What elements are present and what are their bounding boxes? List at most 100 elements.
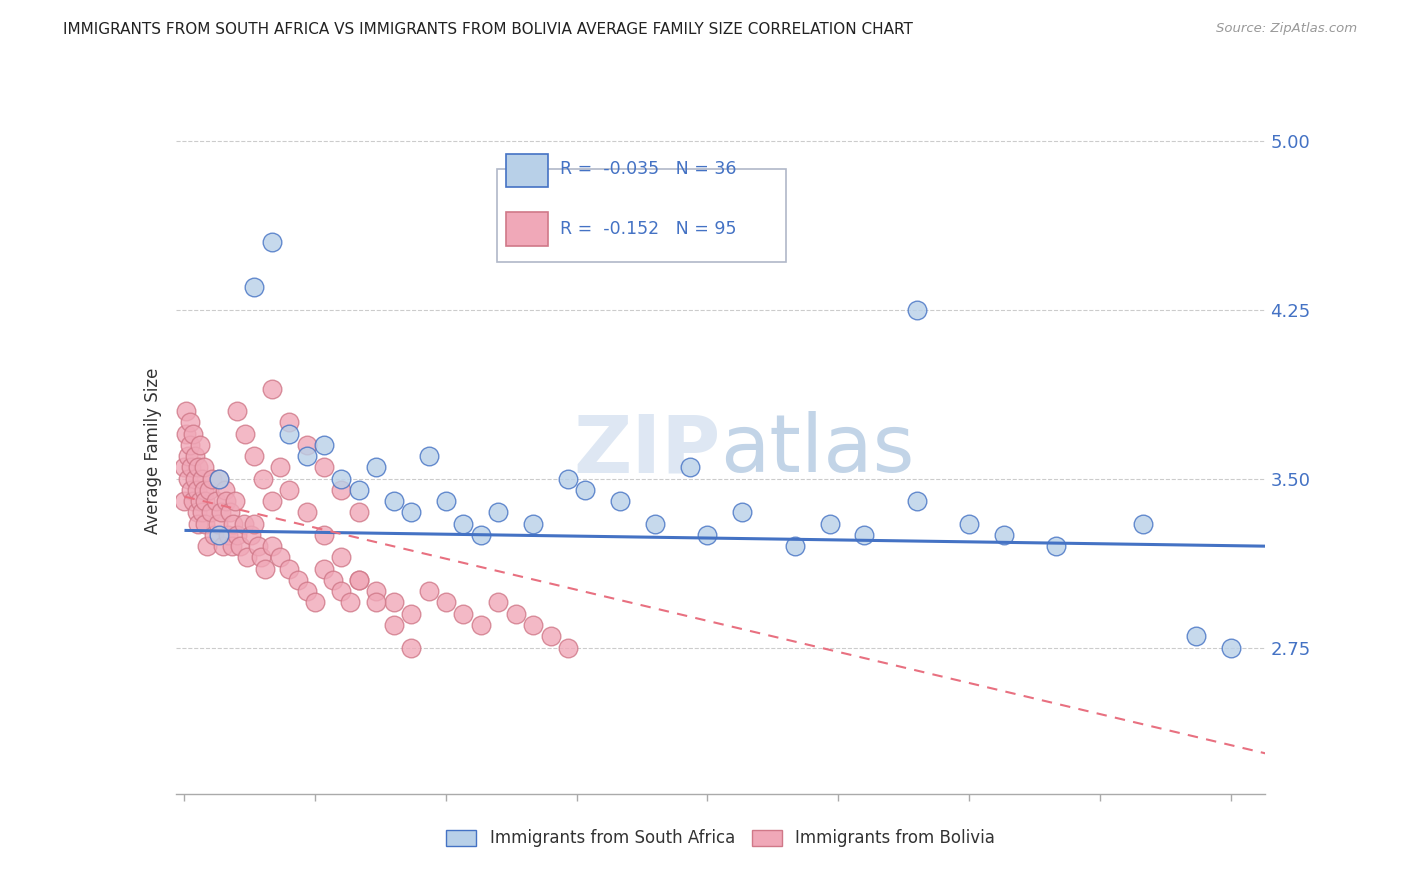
- Point: [399, 505, 422, 519]
- Point: [1184, 629, 1206, 643]
- Point: [347, 573, 370, 587]
- Point: [181, 494, 204, 508]
- Point: [181, 426, 204, 441]
- Point: [287, 573, 309, 587]
- Point: [574, 483, 596, 497]
- Point: [225, 528, 247, 542]
- Point: [193, 483, 215, 497]
- Point: [295, 449, 318, 463]
- Point: [269, 550, 291, 565]
- Point: [187, 460, 209, 475]
- Point: [195, 539, 218, 553]
- Point: [180, 460, 202, 475]
- Point: [184, 472, 207, 486]
- Text: R =  -0.035   N = 36: R = -0.035 N = 36: [561, 160, 737, 178]
- Text: IMMIGRANTS FROM SOUTH AFRICA VS IMMIGRANTS FROM BOLIVIA AVERAGE FAMILY SIZE CORR: IMMIGRANTS FROM SOUTH AFRICA VS IMMIGRAN…: [63, 22, 912, 37]
- FancyBboxPatch shape: [506, 153, 548, 187]
- Point: [905, 494, 928, 508]
- Point: [194, 494, 217, 508]
- Point: [540, 629, 562, 643]
- Point: [366, 460, 388, 475]
- Point: [382, 595, 405, 609]
- Point: [453, 607, 475, 621]
- Point: [179, 438, 201, 452]
- Point: [347, 573, 370, 587]
- Point: [312, 460, 335, 475]
- Point: [184, 449, 207, 463]
- FancyBboxPatch shape: [498, 169, 786, 261]
- Point: [222, 516, 245, 531]
- Point: [208, 472, 231, 486]
- Point: [260, 539, 283, 553]
- Point: [278, 483, 301, 497]
- Point: [295, 438, 318, 452]
- Point: [243, 516, 266, 531]
- Point: [217, 528, 239, 542]
- Point: [312, 562, 335, 576]
- Point: [399, 607, 422, 621]
- Point: [644, 516, 666, 531]
- Point: [252, 472, 274, 486]
- Text: atlas: atlas: [721, 411, 915, 490]
- Point: [278, 562, 301, 576]
- Point: [418, 449, 440, 463]
- Point: [278, 415, 301, 429]
- FancyBboxPatch shape: [506, 212, 548, 246]
- Text: Source: ZipAtlas.com: Source: ZipAtlas.com: [1216, 22, 1357, 36]
- Point: [330, 483, 353, 497]
- Point: [269, 460, 291, 475]
- Point: [853, 528, 876, 542]
- Point: [295, 584, 318, 599]
- Point: [957, 516, 980, 531]
- Point: [218, 505, 240, 519]
- Point: [347, 483, 370, 497]
- Point: [434, 494, 457, 508]
- Point: [229, 539, 252, 553]
- Point: [174, 426, 197, 441]
- Point: [188, 494, 211, 508]
- Point: [1132, 516, 1154, 531]
- Point: [905, 302, 928, 317]
- Point: [304, 595, 326, 609]
- Point: [187, 516, 209, 531]
- Point: [186, 483, 208, 497]
- Point: [225, 404, 247, 418]
- Point: [243, 449, 266, 463]
- Point: [330, 472, 353, 486]
- Point: [731, 505, 754, 519]
- Point: [224, 494, 246, 508]
- Point: [470, 528, 492, 542]
- Point: [993, 528, 1015, 542]
- Point: [250, 550, 273, 565]
- Point: [202, 528, 225, 542]
- Point: [207, 516, 229, 531]
- Point: [609, 494, 631, 508]
- Point: [191, 472, 214, 486]
- Point: [177, 449, 200, 463]
- Point: [366, 584, 388, 599]
- Y-axis label: Average Family Size: Average Family Size: [143, 368, 162, 533]
- Point: [235, 426, 257, 441]
- Legend: Immigrants from South Africa, Immigrants from Bolivia: Immigrants from South Africa, Immigrants…: [446, 830, 995, 847]
- Point: [179, 415, 201, 429]
- Point: [215, 494, 238, 508]
- Point: [193, 460, 215, 475]
- Point: [486, 505, 509, 519]
- Point: [783, 539, 806, 553]
- Point: [486, 595, 509, 609]
- Point: [211, 539, 233, 553]
- Point: [214, 483, 236, 497]
- Point: [194, 516, 217, 531]
- Point: [173, 494, 195, 508]
- Point: [522, 516, 544, 531]
- Point: [696, 528, 718, 542]
- Point: [330, 550, 353, 565]
- Point: [174, 404, 197, 418]
- Point: [347, 505, 370, 519]
- Point: [366, 595, 388, 609]
- Point: [201, 472, 224, 486]
- Point: [522, 618, 544, 632]
- Point: [205, 494, 228, 508]
- Point: [188, 438, 211, 452]
- Point: [260, 235, 283, 249]
